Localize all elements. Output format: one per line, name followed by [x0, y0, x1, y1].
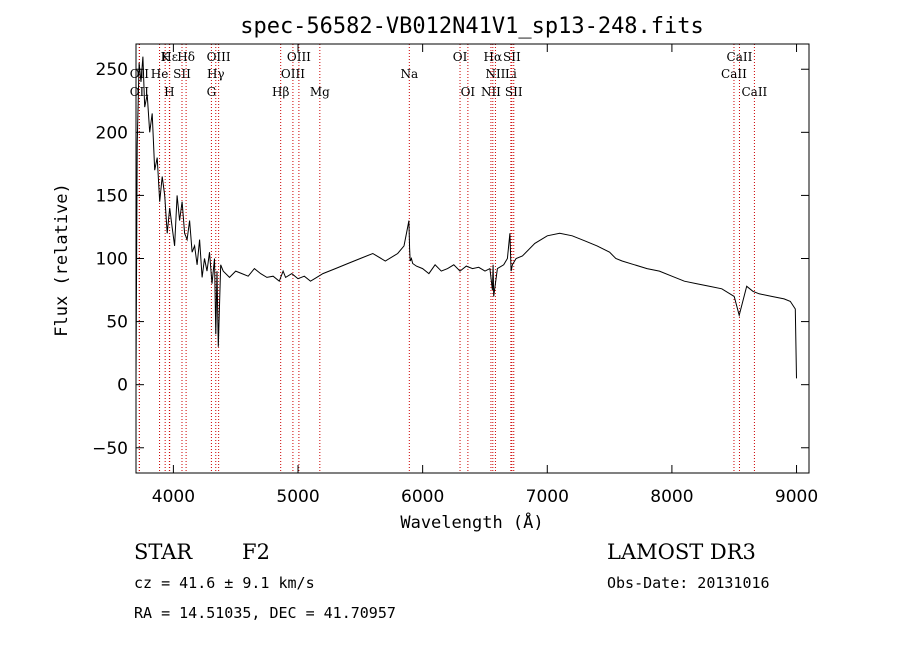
spectral-line-label: SII: [505, 85, 523, 99]
x-tick-label: 6000: [401, 487, 444, 507]
spectral-line-label: OI: [461, 85, 476, 99]
spectral-line-label: Hε: [161, 50, 178, 64]
spectral-line-label: SII: [173, 67, 191, 81]
spectral-line-label: He: [151, 67, 169, 81]
x-tick-label: 5000: [276, 487, 319, 507]
redshift-text: cz = 41.6 ± 9.1 km/s: [134, 574, 315, 592]
spectral-line-label: Na: [400, 67, 418, 81]
survey-label: LAMOST DR3: [607, 540, 756, 564]
spectral-line-label: G: [207, 85, 217, 99]
spectral-line-label: OIII: [287, 50, 311, 64]
x-tick-label: 7000: [526, 487, 569, 507]
spectral-line-label: Li: [505, 67, 517, 81]
y-tick-label: 150: [96, 186, 128, 206]
y-tick-label: 0: [117, 376, 128, 396]
spectral-line-label: Hγ: [207, 67, 225, 81]
class-label: STAR: [134, 540, 193, 564]
spectral-line-label: OII: [130, 67, 150, 81]
spectral-line-label: K: [161, 50, 171, 64]
spectral-line-label: NII: [481, 85, 501, 99]
spectral-line-label: CaII: [727, 50, 753, 64]
x-axis-label: Wavelength (Å): [400, 511, 543, 533]
y-tick-label: 100: [96, 250, 128, 270]
y-tick-label: 250: [96, 60, 128, 80]
spectral-line-label: NII: [485, 67, 505, 81]
x-axis-ticks: 4000 5000 6000 7000 8000 9000: [152, 44, 818, 507]
spectral-line-markers: [138, 44, 755, 473]
spectral-line-label: H: [164, 85, 174, 99]
spectral-line-label: OIII: [207, 50, 231, 64]
obs-date-text: Obs-Date: 20131016: [607, 574, 770, 592]
y-tick-label: 50: [106, 313, 128, 333]
x-tick-label: 9000: [775, 487, 818, 507]
coordinates-text: RA = 14.51035, DEC = 41.70957: [134, 604, 396, 622]
x-tick-label: 4000: [152, 487, 195, 507]
y-tick-label: −50: [92, 439, 128, 459]
chart-title: spec-56582-VB012N41V1_sp13-248.fits: [240, 14, 704, 39]
spectrum-line: [135, 56, 797, 379]
spectral-line-label: CaII: [721, 67, 747, 81]
spectral-line-label: Hδ: [177, 50, 195, 64]
subclass-label: F2: [242, 540, 270, 564]
spectral-line-label: OI: [453, 50, 468, 64]
spectral-line-label: Hβ: [272, 85, 289, 99]
spectral-line-label: OIII: [281, 67, 305, 81]
spectral-line-label: SII: [503, 50, 521, 64]
y-axis-label: Flux (relative): [52, 183, 72, 337]
spectral-line-label: Mg: [310, 85, 330, 99]
y-axis-ticks: −50 0 50 100 150 200 250: [92, 60, 809, 459]
spectral-line-label: CaII: [741, 85, 767, 99]
x-tick-label: 8000: [650, 487, 693, 507]
plot-frame: [135, 43, 810, 474]
y-tick-label: 200: [96, 123, 128, 143]
spectral-line-label: Hα: [484, 50, 503, 64]
